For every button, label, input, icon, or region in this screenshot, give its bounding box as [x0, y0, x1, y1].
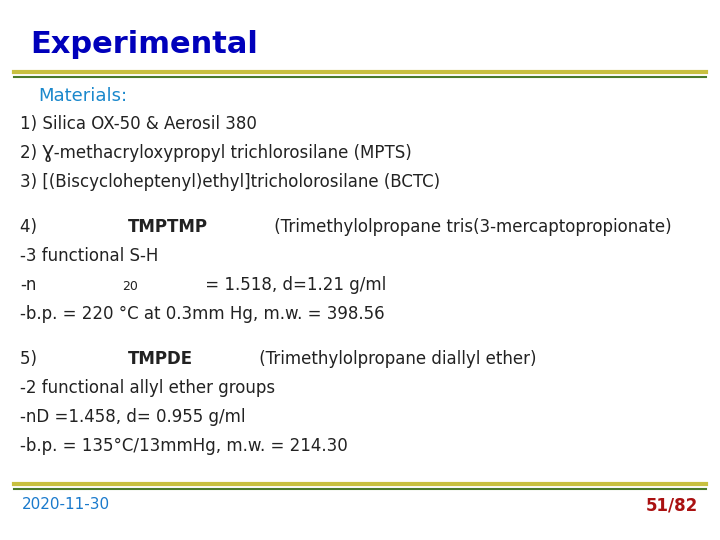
Text: 4): 4): [20, 218, 42, 236]
Text: -n: -n: [20, 276, 37, 294]
Text: (Trimethylolpropane diallyl ether): (Trimethylolpropane diallyl ether): [254, 350, 536, 368]
Text: 5): 5): [20, 350, 42, 368]
Text: -3 functional S-H: -3 functional S-H: [20, 247, 158, 265]
Text: TMPTMP: TMPTMP: [127, 218, 208, 236]
Text: = 1.518, d=1.21 g/ml: = 1.518, d=1.21 g/ml: [200, 276, 387, 294]
Text: -2 functional allyl ether groups: -2 functional allyl ether groups: [20, 379, 275, 397]
Text: 20: 20: [122, 280, 138, 293]
Text: -nD =1.458, d= 0.955 g/ml: -nD =1.458, d= 0.955 g/ml: [20, 408, 246, 426]
Text: TMPDE: TMPDE: [127, 350, 193, 368]
Text: (Trimethylolpropane tris(3-mercaptopropionate): (Trimethylolpropane tris(3-mercaptopropi…: [269, 218, 672, 236]
Text: -b.p. = 135°C/13mmHg, m.w. = 214.30: -b.p. = 135°C/13mmHg, m.w. = 214.30: [20, 437, 348, 455]
Text: 2020-11-30: 2020-11-30: [22, 497, 110, 512]
Text: -b.p. = 220 °C at 0.3mm Hg, m.w. = 398.56: -b.p. = 220 °C at 0.3mm Hg, m.w. = 398.5…: [20, 305, 384, 323]
Text: 2) Ɣ-methacryloxypropyl trichlorosilane (MPTS): 2) Ɣ-methacryloxypropyl trichlorosilane …: [20, 144, 412, 162]
Text: 1) Silica OX-50 & Aerosil 380: 1) Silica OX-50 & Aerosil 380: [20, 115, 257, 133]
Text: Experimental: Experimental: [30, 30, 258, 59]
Text: 3) [(Biscycloheptenyl)ethyl]tricholorosilane (BCTC): 3) [(Biscycloheptenyl)ethyl]tricholorosi…: [20, 173, 440, 191]
Text: Materials:: Materials:: [38, 87, 127, 105]
Text: 51/82: 51/82: [646, 497, 698, 515]
